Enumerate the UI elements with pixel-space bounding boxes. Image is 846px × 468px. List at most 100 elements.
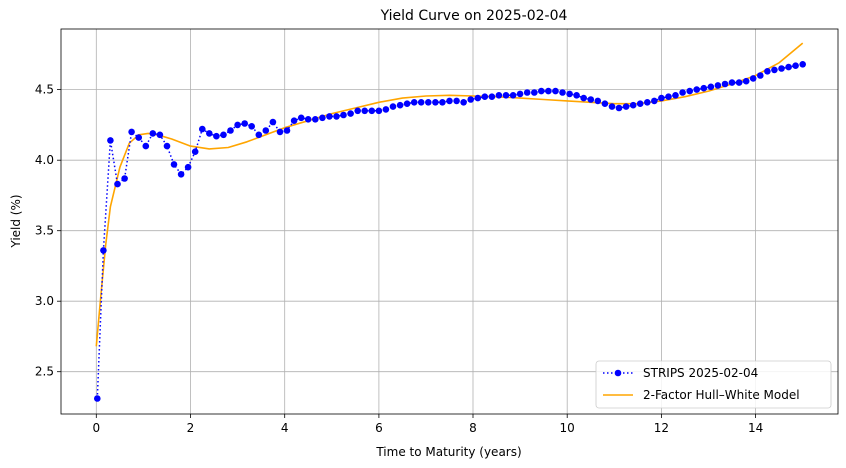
strips-point — [319, 114, 326, 122]
strips-point — [248, 123, 255, 130]
strips-point — [495, 92, 503, 99]
strips-point — [191, 148, 199, 155]
strips-point — [714, 82, 722, 89]
strips-point — [566, 90, 573, 98]
strips-point — [206, 130, 213, 137]
legend-strips-label: STRIPS 2025-02-04 — [643, 366, 758, 380]
strips-point — [170, 161, 178, 168]
strips-point — [488, 93, 496, 100]
strips-point — [312, 116, 319, 123]
strips-point — [417, 99, 425, 106]
strips-point — [177, 171, 185, 178]
strips-point — [601, 100, 609, 107]
y-tick-label: 3.0 — [35, 294, 54, 308]
strips-point — [156, 131, 164, 139]
legend: STRIPS 2025-02-04 2-Factor Hull–White Mo… — [595, 360, 832, 409]
legend-model-label: 2-Factor Hull–White Model — [643, 388, 800, 402]
strips-point — [375, 107, 383, 115]
strips-point — [255, 131, 263, 139]
strips-point — [425, 99, 432, 106]
strips-point — [629, 101, 637, 109]
strips-point — [608, 103, 616, 110]
strips-point — [644, 99, 651, 106]
strips-point — [778, 65, 785, 72]
strips-point — [636, 100, 644, 107]
strips-point — [276, 128, 284, 136]
strips-point — [403, 100, 411, 107]
y-tick-label: 4.5 — [35, 83, 54, 97]
strips-point — [792, 62, 799, 69]
strips-point — [587, 96, 595, 103]
strips-point — [107, 137, 114, 144]
strips-point — [100, 247, 107, 254]
strips-point — [368, 107, 376, 115]
x-tick-label: 4 — [281, 421, 289, 435]
strips-point — [580, 94, 587, 102]
strips-point — [594, 97, 602, 105]
strips-series-layer — [94, 61, 806, 402]
strips-point — [707, 83, 715, 91]
strips-point — [234, 121, 241, 129]
strips-point — [446, 97, 453, 105]
grid-lines — [61, 29, 838, 414]
strips-point — [163, 142, 171, 150]
strips-point — [742, 77, 750, 85]
strips-point — [396, 101, 404, 109]
strips-point — [262, 127, 270, 134]
strips-point — [481, 93, 489, 100]
strips-point — [679, 89, 686, 96]
strips-point — [94, 395, 101, 402]
y-tick-label: 3.5 — [35, 224, 54, 238]
x-tick-label: 2 — [187, 421, 195, 435]
strips-point — [439, 99, 446, 106]
strips-point — [184, 163, 192, 171]
strips-point — [453, 97, 460, 105]
strips-point — [269, 118, 277, 126]
strips-point — [361, 107, 369, 115]
x-tick-label: 6 — [375, 421, 383, 435]
x-tick-label: 10 — [560, 421, 575, 435]
strips-point — [686, 87, 693, 95]
plot-frame — [60, 28, 839, 415]
strips-point — [474, 94, 482, 102]
strips-point — [333, 113, 340, 120]
strips-point — [622, 103, 630, 110]
strips-point — [531, 89, 538, 96]
strips-point — [757, 72, 764, 79]
strips-point — [382, 106, 390, 113]
strips-point — [735, 79, 743, 86]
strips-point — [799, 61, 806, 68]
legend-box — [595, 360, 832, 409]
strips-point — [665, 93, 672, 100]
strips-point — [764, 68, 771, 75]
x-tick-label: 0 — [92, 421, 100, 435]
strips-point — [340, 111, 347, 119]
strips-point — [354, 107, 362, 115]
strips-point — [220, 131, 227, 139]
y-axis-title: Yield (%) — [9, 194, 23, 248]
strips-point — [658, 94, 665, 102]
strips-point — [523, 89, 531, 96]
strips-point — [545, 87, 552, 95]
strips-point — [552, 87, 559, 95]
strips-point — [121, 175, 128, 182]
strips-point — [615, 104, 623, 112]
strips-point — [651, 97, 658, 105]
strips-point — [290, 117, 298, 124]
strips-point — [460, 99, 467, 106]
strips-point — [347, 110, 354, 117]
x-tick-label: 12 — [654, 421, 669, 435]
strips-point — [213, 132, 220, 140]
legend-strips-marker — [614, 369, 622, 377]
strips-point — [432, 99, 439, 106]
strips-point — [297, 114, 305, 122]
strips-point — [227, 127, 234, 134]
strips-point — [410, 99, 418, 106]
strips-point — [721, 80, 729, 88]
y-tick-label: 2.5 — [35, 365, 54, 379]
strips-point — [771, 66, 778, 74]
strips-point — [135, 134, 142, 141]
strips-point — [502, 92, 510, 99]
strips-point — [538, 87, 545, 95]
